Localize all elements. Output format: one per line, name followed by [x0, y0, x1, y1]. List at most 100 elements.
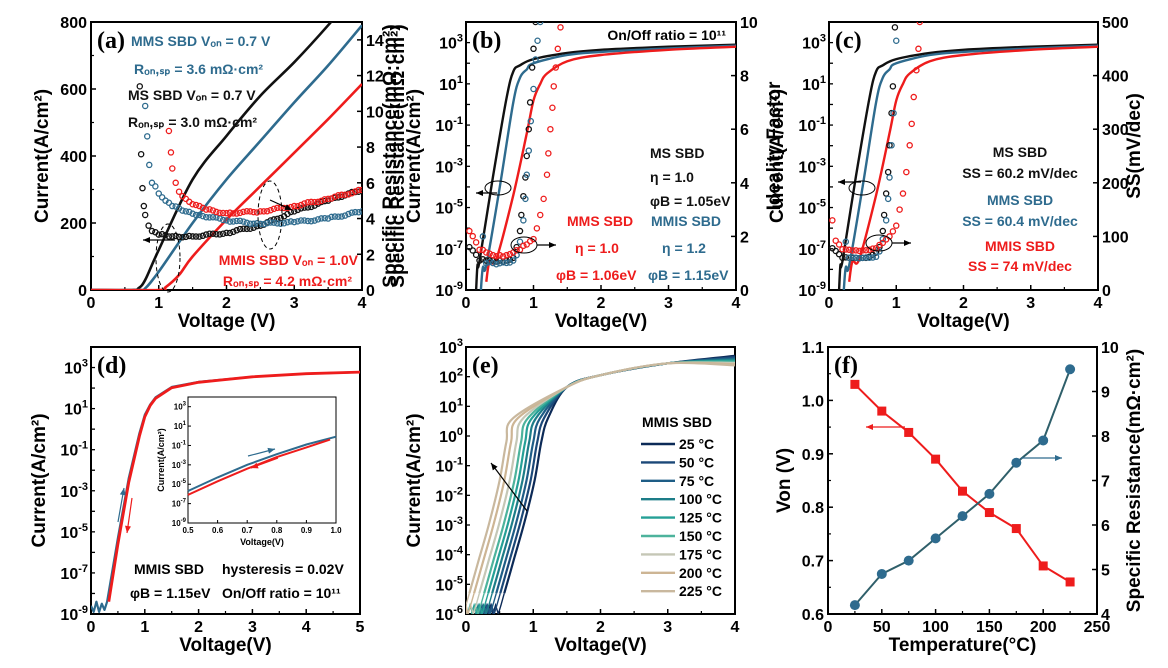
data-point [479, 233, 487, 240]
data-point [167, 149, 175, 156]
x-axis-label: Voltage(V) [555, 311, 648, 332]
series-line [91, 24, 362, 290]
x-tick-label: 50 [873, 619, 891, 636]
data-point [209, 213, 217, 221]
data-point [499, 259, 507, 266]
data-point [518, 211, 525, 219]
data-point [884, 168, 892, 176]
data-point [520, 242, 527, 250]
data-point [219, 209, 227, 217]
data-point [267, 219, 274, 226]
data-point [916, 22, 924, 26]
legend-entry: 100 °C [679, 491, 722, 507]
y-tick-label: 10-4 [435, 545, 463, 565]
data-point-circle [876, 568, 887, 579]
series-noise [466, 593, 475, 614]
data-point [872, 249, 880, 256]
data-point [148, 179, 156, 187]
data-point [270, 205, 278, 213]
x-tick-label: 0 [462, 295, 471, 312]
data-point-circle [903, 555, 914, 566]
annotation-mms-ron: Rₒₙ,ₛₚ = 3.6 mΩ·cm² [134, 61, 263, 77]
data-point [307, 217, 315, 225]
x-tick-label: 1 [140, 619, 149, 636]
y-tick-label: 10-6 [435, 604, 463, 624]
y2-tick-label: 10 [740, 15, 758, 32]
data-point [196, 211, 203, 219]
annotation-mmis-ron: Rₒₙ,ₛₚ = 4.2 mΩ·cm² [223, 273, 352, 289]
data-point [290, 202, 298, 210]
series-scatter [141, 102, 362, 228]
series-line [91, 22, 333, 290]
data-point [482, 257, 490, 264]
data-point [199, 204, 207, 212]
data-point-circle [1065, 364, 1076, 375]
data-point-square [1011, 524, 1021, 534]
arrow-head [1055, 455, 1062, 461]
data-point [297, 201, 305, 209]
data-point [172, 179, 179, 187]
highlight-ellipse [484, 180, 512, 196]
x-tick-label: 0 [462, 619, 471, 636]
y-tick-label: 103 [802, 33, 826, 53]
x-axis-label: Voltage(V) [554, 635, 647, 656]
x-tick-label: 1 [529, 295, 538, 312]
series-line [848, 45, 1098, 282]
data-point [165, 127, 173, 135]
data-point [876, 248, 883, 255]
data-point [345, 191, 352, 198]
data-point [141, 102, 149, 110]
data-point [240, 218, 247, 225]
annotation-ms-ss: SS = 60.2 mV/dec [962, 165, 1078, 181]
data-point [829, 217, 836, 224]
temperature-trend-arrow [490, 462, 528, 512]
y2-tick-label: 2 [366, 247, 375, 264]
data-point [216, 209, 223, 217]
data-point [314, 216, 322, 223]
y2-tick-label: 400 [1102, 69, 1129, 86]
data-point [534, 37, 541, 45]
annotation-mmis-ss: SS = 74 mV/dec [968, 258, 1072, 274]
series-line [842, 44, 1098, 290]
data-point [852, 254, 860, 262]
data-point [913, 66, 920, 74]
x-tick-label: 3 [1026, 295, 1035, 312]
data-point [199, 232, 207, 240]
y-axis-label: Current(A/cm²) [767, 89, 788, 223]
y-tick-label: 10-5 [798, 198, 826, 218]
data-point [469, 247, 476, 254]
data-point [533, 225, 541, 232]
data-point [263, 207, 271, 215]
data-point-square [877, 406, 887, 416]
data-point [879, 227, 887, 235]
series-line [837, 43, 1098, 290]
data-point [155, 231, 162, 238]
y2-tick-label: 4 [1101, 607, 1110, 624]
data-point [148, 227, 156, 235]
x-tick-label: 5 [356, 619, 365, 636]
data-point [260, 208, 268, 215]
y2-tick-label: 10 [1101, 340, 1119, 357]
data-point [331, 193, 339, 200]
data-point [165, 233, 173, 240]
data-point [321, 214, 328, 222]
inset-x-tick-label: 0.8 [271, 526, 283, 535]
data-point [233, 227, 240, 234]
data-point [859, 247, 866, 254]
series-line [107, 370, 360, 602]
data-point [311, 198, 318, 206]
data-point [243, 225, 251, 233]
y2-tick-label: 10 [366, 104, 384, 121]
inset-y-tick-label: 10-3 [172, 460, 187, 470]
y2-axis-label: Specific Resistance(mΩ·cm²) [388, 24, 409, 287]
y-axis-label: Von (V) [774, 448, 795, 513]
x-tick-label: 0 [87, 295, 96, 312]
y-tick-label: 0 [78, 283, 87, 300]
inset-x-tick-label: 0.7 [242, 526, 254, 535]
on-off-ratio-annotation: On/Off ratio = 10¹¹ [607, 27, 726, 43]
data-point [882, 217, 890, 224]
data-point [206, 214, 213, 221]
data-point [872, 253, 880, 261]
y-axis-label: Current(A/cm²) [32, 89, 53, 223]
